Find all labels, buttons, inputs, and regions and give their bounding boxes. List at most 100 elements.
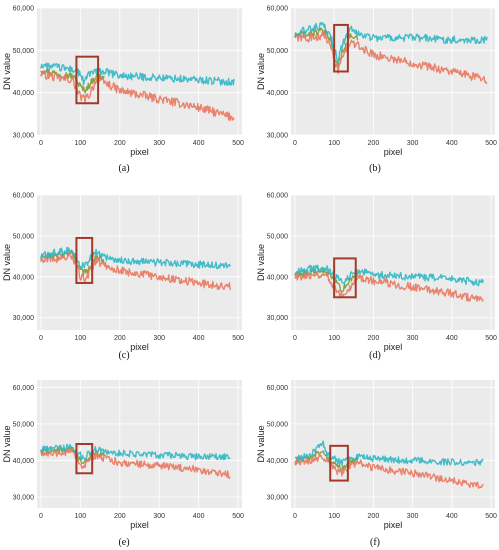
series-line-2	[294, 271, 484, 302]
y-tick-label: 30,000	[13, 315, 35, 322]
x-tick-label: 200	[368, 335, 380, 342]
highlight-box	[329, 444, 349, 482]
y-axis-title: DN value	[2, 53, 12, 90]
x-tick-label: 400	[446, 140, 458, 147]
plot-background	[37, 380, 242, 508]
x-tick-label: 400	[193, 140, 205, 147]
highlight-box	[333, 23, 349, 73]
x-tick-label: 200	[368, 140, 380, 147]
x-tick-label: 300	[407, 140, 419, 147]
y-tick-label: 60,000	[13, 193, 35, 200]
x-tick-label: 300	[407, 335, 419, 342]
panel-label: (b)	[369, 163, 381, 174]
highlight-box	[75, 236, 94, 284]
series-line-2	[294, 30, 488, 85]
y-tick-label: 50,000	[267, 421, 289, 428]
highlight-box	[75, 55, 100, 105]
y-tick-label: 60,000	[13, 385, 35, 392]
series-line-1	[294, 264, 484, 287]
series-line-1	[294, 440, 484, 467]
series-line-2	[40, 447, 231, 479]
y-axis-title: DN value	[256, 244, 266, 281]
x-tick-label: 100	[328, 335, 340, 342]
series-line-1	[40, 246, 231, 270]
x-tick-label: 400	[446, 335, 458, 342]
panel-label: (f)	[370, 537, 380, 548]
y-tick-label: 40,000	[13, 274, 35, 281]
y-axis-title: DN value	[2, 425, 12, 462]
y-tick-label: 40,000	[13, 90, 35, 97]
y-tick-label: 50,000	[267, 233, 289, 240]
y-tick-label: 40,000	[267, 90, 289, 97]
x-tick-label: 500	[232, 140, 244, 147]
x-axis-title: pixel	[130, 342, 149, 352]
x-tick-label: 100	[75, 513, 87, 520]
panel-label: (c)	[118, 350, 129, 361]
x-tick-label: 200	[114, 513, 126, 520]
x-tick-label: 0	[39, 140, 43, 147]
series-line-1	[40, 443, 231, 461]
highlight-box	[75, 443, 94, 475]
x-tick-label: 500	[232, 335, 244, 342]
y-tick-label: 50,000	[13, 48, 35, 55]
y-tick-label: 40,000	[267, 458, 289, 465]
series-line-2	[40, 252, 231, 291]
x-tick-label: 400	[193, 335, 205, 342]
y-tick-label: 50,000	[267, 48, 289, 55]
chart-panel-2: 0 100 200 300 400 500 30,000 40,000 50,000 60,000…	[256, 6, 497, 175]
x-tick-label: 200	[368, 513, 380, 520]
x-tick-label: 500	[232, 513, 244, 520]
y-tick-label: 60,000	[267, 193, 289, 200]
chart-panel-4: 0 100 200 300 400 500 30,000 40,000 50,000 60,000…	[256, 193, 497, 362]
x-tick-label: 100	[75, 140, 87, 147]
x-tick-label: 100	[75, 335, 87, 342]
plot-background	[291, 380, 495, 508]
x-axis-title: pixel	[384, 342, 403, 352]
panel-label: (a)	[118, 163, 129, 174]
x-tick-label: 0	[293, 513, 297, 520]
x-tick-label: 0	[293, 140, 297, 147]
chart-panel-1: 0 100 200 300 400 500 30,000 40,000 50,000 60,000…	[2, 6, 244, 175]
chart-panel-6: 0 100 200 300 400 500 30,000 40,000 50,000 60,000…	[256, 380, 497, 548]
y-tick-label: 30,000	[267, 315, 289, 322]
series-line-2	[40, 70, 235, 122]
series-line-1	[294, 22, 488, 63]
plot-background	[37, 8, 242, 135]
y-tick-label: 30,000	[13, 133, 35, 140]
y-tick-label: 30,000	[13, 495, 35, 502]
x-axis-title: pixel	[130, 520, 149, 530]
chart-panel-5: 0 100 200 300 400 500 30,000 40,000 50,000 60,000…	[2, 380, 244, 548]
y-tick-label: 60,000	[13, 6, 35, 13]
x-axis-title: pixel	[130, 147, 149, 157]
x-tick-label: 400	[446, 513, 458, 520]
x-axis-title: pixel	[384, 147, 403, 157]
x-tick-label: 0	[39, 513, 43, 520]
panel-label: (e)	[118, 537, 129, 548]
y-tick-label: 50,000	[13, 421, 35, 428]
y-tick-label: 60,000	[267, 6, 289, 13]
x-tick-label: 300	[153, 335, 165, 342]
x-tick-label: 500	[485, 335, 497, 342]
x-tick-label: 300	[153, 140, 165, 147]
x-tick-label: 500	[485, 513, 497, 520]
y-tick-label: 60,000	[267, 385, 289, 392]
x-tick-label: 400	[193, 513, 205, 520]
y-axis-title: DN value	[256, 425, 266, 462]
plot-background	[291, 195, 495, 330]
x-tick-label: 0	[39, 335, 43, 342]
series-line-2	[294, 453, 484, 489]
x-axis-title: pixel	[384, 520, 403, 530]
x-tick-label: 100	[328, 513, 340, 520]
x-tick-label: 100	[328, 140, 340, 147]
y-tick-label: 30,000	[267, 495, 289, 502]
chart-panel-3: 0 100 200 300 400 500 30,000 40,000 50,000 60,000…	[2, 193, 244, 362]
y-tick-label: 40,000	[267, 274, 289, 281]
y-axis-title: DN value	[2, 244, 12, 281]
y-tick-label: 40,000	[13, 458, 35, 465]
x-tick-label: 200	[114, 335, 126, 342]
highlight-box	[333, 257, 357, 299]
x-tick-label: 300	[153, 513, 165, 520]
y-tick-label: 50,000	[13, 233, 35, 240]
y-tick-label: 30,000	[267, 133, 289, 140]
